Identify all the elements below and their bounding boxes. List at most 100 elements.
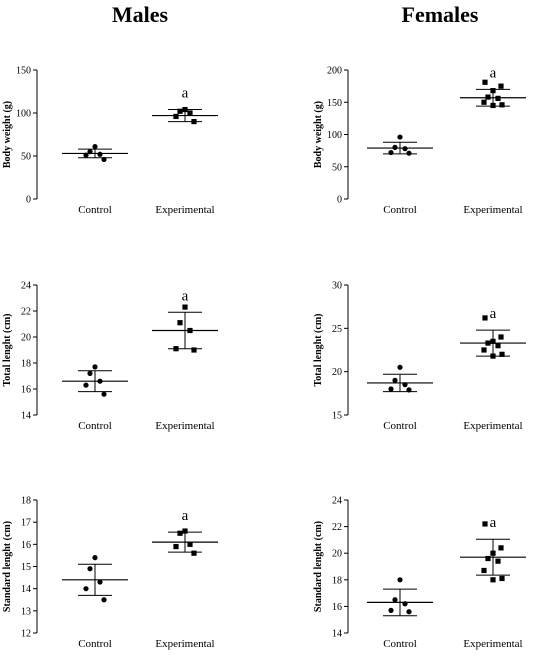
data-point-square — [191, 119, 197, 125]
data-point-square — [499, 575, 505, 582]
data-point-circle — [402, 146, 408, 152]
y-tick-label: 18 — [332, 575, 342, 586]
data-point-circle — [406, 609, 412, 615]
column-title-females: Females — [401, 2, 479, 27]
significance-label: a — [490, 515, 497, 531]
panel-males-standard-length: 12 13 14 15 16 17 18 Standard lenght (cm) Contro… — [2, 496, 218, 650]
data-point-square — [490, 88, 496, 94]
data-point-circle — [87, 149, 93, 155]
column-title-males: Males — [111, 2, 169, 27]
y-tick-label: 30 — [332, 281, 342, 292]
panel-females-total-length: 15 20 25 30 Total lenght (cm) Control Experime… — [313, 281, 526, 432]
data-point-square — [187, 327, 193, 334]
data-point-square — [481, 99, 487, 105]
data-point-circle — [97, 378, 103, 384]
data-point-square — [485, 340, 491, 346]
x-category-label: Control — [78, 420, 112, 432]
data-point-square — [495, 343, 501, 349]
data-point-square — [177, 320, 183, 326]
panel-females-body-weight: 0 50 100 150 200 Body weight (g) Control Experi… — [313, 65, 526, 216]
x-category-label: Control — [383, 638, 417, 650]
y-tick-label: 14 — [21, 584, 31, 595]
y-axis-label: Standard lenght (cm) — [2, 521, 13, 612]
data-point-circle — [83, 382, 89, 388]
y-tick-label: 20 — [21, 333, 31, 344]
significance-label: a — [182, 288, 189, 304]
data-point-square — [182, 528, 188, 534]
y-tick-label: 12 — [21, 629, 31, 640]
data-point-circle — [397, 577, 403, 583]
y-tick-label: 100 — [327, 130, 342, 141]
data-point-circle — [101, 391, 107, 397]
data-point-circle — [92, 364, 98, 370]
data-point-circle — [388, 607, 394, 613]
data-point-square — [187, 110, 193, 116]
data-point-square — [495, 95, 501, 101]
data-point-square — [482, 315, 488, 321]
data-point-square — [495, 558, 501, 564]
y-tick-label: 0 — [337, 195, 342, 206]
data-point-circle — [83, 586, 89, 592]
y-tick-label: 15 — [21, 562, 31, 573]
y-axis-label: Body weight (g) — [2, 101, 13, 168]
x-category-label: Experimental — [155, 204, 214, 216]
y-axis-label: Total lenght (cm) — [313, 314, 324, 387]
y-tick-label: 16 — [21, 540, 31, 551]
x-category-label: Experimental — [463, 204, 522, 216]
x-category-label: Control — [383, 204, 417, 216]
y-tick-label: 150 — [16, 66, 31, 77]
y-tick-label: 25 — [332, 324, 342, 335]
data-point-square — [482, 79, 488, 85]
significance-label: a — [182, 86, 189, 102]
x-category-label: Experimental — [155, 420, 214, 432]
data-point-square — [187, 541, 193, 547]
y-tick-label: 20 — [332, 549, 342, 560]
data-point-circle — [83, 152, 89, 158]
data-point-circle — [92, 143, 98, 150]
y-tick-label: 24 — [332, 496, 342, 507]
y-tick-label: 20 — [332, 367, 342, 378]
data-point-square — [173, 113, 179, 120]
data-point-square — [177, 530, 183, 536]
data-point-circle — [101, 156, 107, 163]
data-point-circle — [397, 364, 403, 370]
y-tick-label: 13 — [21, 606, 31, 617]
y-tick-label: 18 — [21, 496, 31, 507]
data-point-circle — [392, 144, 398, 150]
panel-males-body-weight: 0 50 100 150 Body weight (g) Control Experimen… — [2, 66, 218, 216]
x-category-label: Experimental — [463, 638, 522, 650]
y-tick-label: 50 — [21, 152, 31, 163]
data-point-circle — [406, 387, 412, 393]
x-category-label: Experimental — [155, 638, 214, 650]
y-tick-label: 100 — [16, 109, 31, 120]
x-category-label: Control — [78, 638, 112, 650]
x-category-label: Control — [78, 204, 112, 216]
data-point-square — [499, 351, 505, 357]
data-point-square — [498, 545, 504, 551]
significance-label: a — [182, 508, 189, 524]
data-point-square — [490, 102, 496, 109]
data-point-square — [490, 577, 496, 583]
data-point-square — [499, 102, 505, 108]
y-tick-label: 22 — [21, 307, 31, 318]
y-tick-label: 200 — [327, 66, 342, 77]
data-point-circle — [97, 579, 103, 585]
data-point-circle — [388, 149, 394, 156]
x-category-label: Control — [383, 420, 417, 432]
data-point-square — [481, 567, 487, 574]
x-category-label: Experimental — [463, 420, 522, 432]
data-point-square — [173, 543, 179, 550]
y-tick-label: 22 — [332, 522, 342, 533]
data-point-square — [182, 304, 188, 310]
y-tick-label: 17 — [21, 518, 31, 529]
data-point-square — [191, 347, 197, 353]
data-point-circle — [392, 377, 398, 383]
significance-label: a — [490, 306, 497, 322]
data-point-circle — [101, 597, 107, 603]
data-point-circle — [97, 151, 103, 157]
data-point-square — [498, 83, 504, 89]
y-tick-label: 18 — [21, 359, 31, 370]
data-point-square — [177, 108, 183, 114]
y-axis-label: Standard lenght (cm) — [313, 521, 324, 612]
